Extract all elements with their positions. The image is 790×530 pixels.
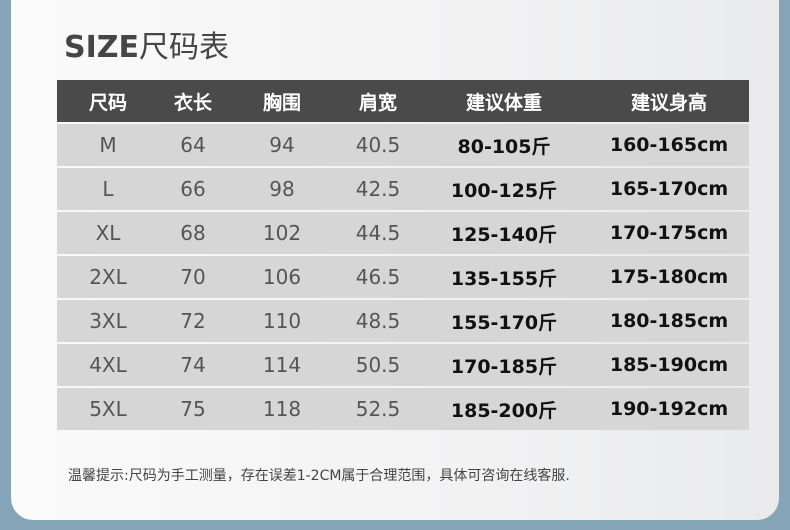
table-cell: 52.5	[355, 397, 401, 421]
table-cell: 118	[262, 397, 302, 421]
table-cell: 110	[262, 309, 302, 333]
table-cell: 42.5	[355, 177, 401, 201]
table-cell: 2XL	[89, 265, 127, 289]
table-cell: 170-185斤	[450, 355, 558, 378]
table-cell: 175-180cm	[609, 266, 729, 288]
table-cell: 185-190cm	[609, 354, 729, 376]
table-cell: 94	[269, 133, 295, 157]
table-cell: 4XL	[89, 353, 127, 377]
size-table: 尺码 衣长 胸围 肩宽 建议体重 建议身高 M 64 94 40.5 80-105斤 16…	[57, 80, 749, 432]
table-cell: 80-105斤	[457, 135, 551, 158]
table-header: 尺码 衣长 胸围 肩宽 建议体重 建议身高	[57, 80, 749, 122]
table-cell: 74	[180, 353, 206, 377]
table-cell: 3XL	[89, 309, 127, 333]
table-cell: M	[99, 133, 117, 157]
table-cell: 68	[180, 221, 206, 245]
title-en: SIZE	[64, 30, 140, 65]
table-row: XL 68 102 44.5 125-140斤 170-175cm	[57, 212, 749, 254]
table-cell: 190-192cm	[609, 398, 729, 420]
title-cn: 尺码表	[139, 30, 230, 65]
table-cell: XL	[95, 221, 121, 245]
table-cell: 102	[262, 221, 302, 245]
table-cell: 5XL	[89, 397, 127, 421]
header-cell: 肩宽	[358, 91, 397, 114]
table-row: L 66 98 42.5 100-125斤 165-170cm	[57, 168, 749, 210]
table-cell: 64	[180, 133, 206, 157]
table-cell: 48.5	[355, 309, 401, 333]
table-cell: 72	[180, 309, 206, 333]
page-title: SIZE尺码表	[64, 22, 229, 66]
table-cell: L	[102, 177, 114, 201]
table-cell: 44.5	[355, 221, 401, 245]
table-cell: 170-175cm	[609, 222, 729, 244]
table-cell: 160-165cm	[609, 134, 729, 156]
table-cell: 50.5	[355, 353, 401, 377]
table-cell: 125-140斤	[450, 223, 558, 246]
table-cell: 106	[262, 265, 302, 289]
table-cell: 75	[180, 397, 206, 421]
table-cell: 46.5	[355, 265, 401, 289]
header-cell: 建议身高	[630, 91, 707, 114]
table-cell: 100-125斤	[450, 179, 558, 202]
table-cell: 185-200斤	[450, 399, 558, 422]
table-cell: 135-155斤	[450, 267, 558, 290]
table-cell: 98	[269, 177, 295, 201]
header-cell: 胸围	[262, 91, 301, 114]
table-cell: 40.5	[355, 133, 401, 157]
table-cell: 70	[180, 265, 206, 289]
table-cell: 180-185cm	[609, 310, 729, 332]
table-row: 5XL 75 118 52.5 185-200斤 190-192cm	[57, 388, 749, 430]
table-cell: 165-170cm	[609, 178, 729, 200]
header-cell: 衣长	[173, 91, 212, 114]
header-cell: 建议体重	[465, 91, 542, 114]
table-row: 3XL 72 110 48.5 155-170斤 180-185cm	[57, 300, 749, 342]
table-cell: 155-170斤	[450, 311, 558, 334]
size-note: 温馨提示:尺码为手工测量，存在误差1-2CM属于合理范围，具体可咨询在线客服.	[68, 468, 570, 484]
table-row: 4XL 74 114 50.5 170-185斤 185-190cm	[57, 344, 749, 386]
table-cell: 66	[180, 177, 206, 201]
header-cell: 尺码	[88, 91, 127, 114]
table-row: M 64 94 40.5 80-105斤 160-165cm	[57, 124, 749, 166]
table-row: 2XL 70 106 46.5 135-155斤 175-180cm	[57, 256, 749, 298]
table-cell: 114	[262, 353, 302, 377]
